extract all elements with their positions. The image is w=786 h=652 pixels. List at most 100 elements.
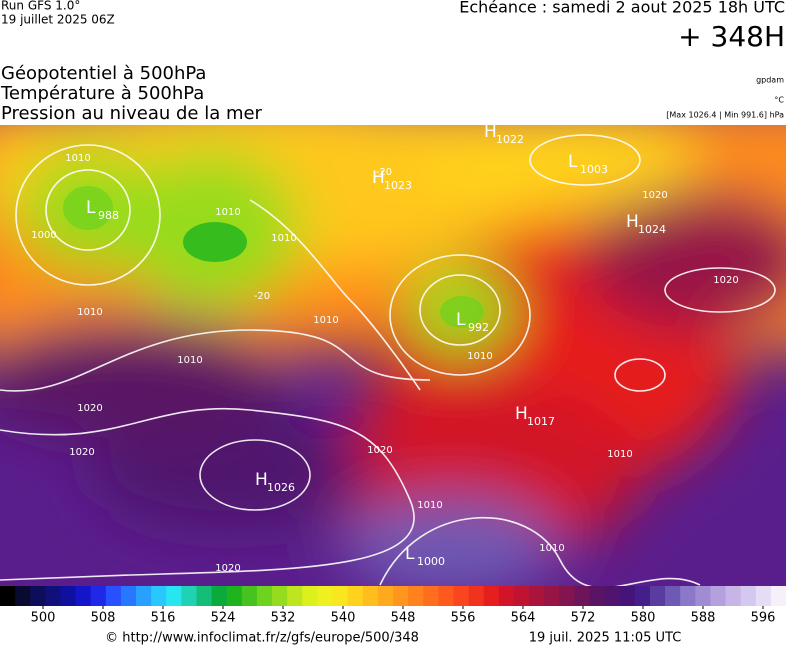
- center-type: L: [405, 544, 415, 564]
- colorbar-swatch: [241, 586, 258, 606]
- center-value: 1024: [638, 223, 666, 236]
- center-value: 1026: [267, 481, 295, 494]
- colorbar-tick-label: 532: [271, 611, 296, 626]
- contour-label: 1010: [313, 315, 338, 326]
- colorbar-swatch: [695, 586, 711, 606]
- colorbar-swatch: [665, 586, 681, 606]
- unit-2: °C: [774, 96, 784, 105]
- colorbar-swatch: [211, 586, 228, 606]
- colorbar-swatch: [15, 586, 31, 606]
- colorbar-swatch: [725, 586, 742, 606]
- center-type: L: [568, 152, 578, 172]
- colorbar-swatch: [710, 586, 727, 606]
- colorbar-swatch: [423, 586, 439, 606]
- colorbar-tick-label: 572: [571, 611, 596, 626]
- contour-label: 1020: [367, 445, 392, 456]
- center-value: 992: [468, 321, 489, 334]
- colorbar-swatch: [30, 586, 46, 606]
- colorbar-swatch: [770, 586, 786, 606]
- field-2: Température à 500hPa: [0, 83, 204, 104]
- colorbar-swatch: [483, 586, 500, 606]
- center-value: 988: [98, 209, 119, 222]
- colorbar-swatch: [604, 586, 621, 606]
- colorbar-swatch: [649, 586, 666, 606]
- contour-label: 1020: [642, 190, 667, 201]
- colorbar-swatch: [347, 586, 364, 606]
- colorbar-swatch: [740, 586, 757, 606]
- center-type: H: [515, 404, 528, 424]
- run: 19 juillet 2025 06Z: [1, 13, 115, 27]
- colorbar-swatch: [362, 586, 379, 606]
- center-value: 1017: [527, 415, 555, 428]
- contour-label: 1010: [215, 207, 240, 218]
- field-1: Géopotentiel à 500hPa: [1, 63, 206, 84]
- center-type: L: [86, 198, 96, 218]
- unit-3: [Max 1026.4 | Min 991.6] hPa: [666, 111, 784, 120]
- colorbar-tick-label: 564: [511, 611, 536, 626]
- center-value: 1022: [496, 133, 524, 146]
- contour-label: 1000: [31, 230, 56, 241]
- contour-label: 1010: [417, 500, 442, 511]
- colorbar-swatch: [287, 586, 303, 606]
- colorbar-swatch: [498, 586, 515, 606]
- colorbar-swatch: [136, 586, 152, 606]
- colorbar-tick-label: 588: [691, 611, 716, 626]
- colorbar-tick-label: 580: [631, 611, 656, 626]
- source: © http://www.infoclimat.fr/z/gfs/europe/…: [105, 631, 419, 646]
- contour-label: -20: [254, 291, 270, 302]
- contour-label: -20: [376, 167, 392, 178]
- colorbar-swatch: [45, 586, 61, 606]
- colorbar-tick-label: 556: [451, 611, 476, 626]
- colorbar-swatch: [302, 586, 318, 606]
- valid-time: Echéance : samedi 2 aout 2025 18h UTC: [459, 0, 785, 17]
- contour-label: 1010: [271, 233, 296, 244]
- colorbar-swatch: [105, 586, 122, 606]
- colorbar-tick-label: 596: [751, 611, 776, 626]
- colorbar: 5005085165245325405485565645725805885966…: [0, 586, 786, 626]
- colorbar-tick-label: 516: [151, 611, 176, 626]
- colorbar-swatch: [408, 586, 424, 606]
- colorbar-swatch: [438, 586, 454, 606]
- contour-label: 1020: [69, 447, 94, 458]
- contour-label: 1010: [467, 351, 492, 362]
- contour-label: 1010: [65, 153, 90, 164]
- colorbar-swatch: [559, 586, 575, 606]
- colorbar-swatch: [317, 586, 334, 606]
- colorbar-swatch: [589, 586, 606, 606]
- contour-label: 1010: [539, 543, 564, 554]
- date: 19 juil. 2025 11:05 UTC: [529, 631, 682, 646]
- colorbar-swatch: [619, 586, 636, 606]
- colorbar-swatch: [529, 586, 545, 606]
- unit-1: gpdam: [756, 76, 784, 85]
- contour-label: 1020: [77, 403, 102, 414]
- colorbar-swatch: [151, 586, 167, 606]
- colorbar-swatch: [272, 586, 288, 606]
- center-value: 1003: [580, 163, 608, 176]
- colorbar-tick-label: 524: [211, 611, 236, 626]
- colorbar-swatch: [75, 586, 92, 606]
- map-field: [0, 125, 786, 586]
- colorbar-swatch: [60, 586, 77, 606]
- field-3: Pression au niveau de la mer: [1, 103, 263, 124]
- center-type: H: [626, 212, 639, 232]
- colorbar-swatch: [196, 586, 213, 606]
- colorbar-tick-label: 548: [391, 611, 416, 626]
- colorbar-swatch: [181, 586, 197, 606]
- colorbar-swatch: [574, 586, 590, 606]
- colorbar-swatch: [226, 586, 243, 606]
- colorbar-swatch: [0, 586, 16, 606]
- colorbar-swatch: [755, 586, 772, 606]
- colorbar-tick-label: 508: [91, 611, 116, 626]
- center-type: H: [255, 470, 268, 490]
- colorbar-swatch: [544, 586, 560, 606]
- contour-label: 1010: [177, 355, 202, 366]
- colorbar-swatch: [513, 586, 530, 606]
- center-type: L: [456, 310, 466, 330]
- model: Run GFS 1.0°: [1, 0, 80, 13]
- center-type: H: [484, 122, 497, 142]
- center-value: 1023: [384, 179, 412, 192]
- colorbar-swatch: [453, 586, 470, 606]
- colorbar-swatch: [90, 586, 107, 606]
